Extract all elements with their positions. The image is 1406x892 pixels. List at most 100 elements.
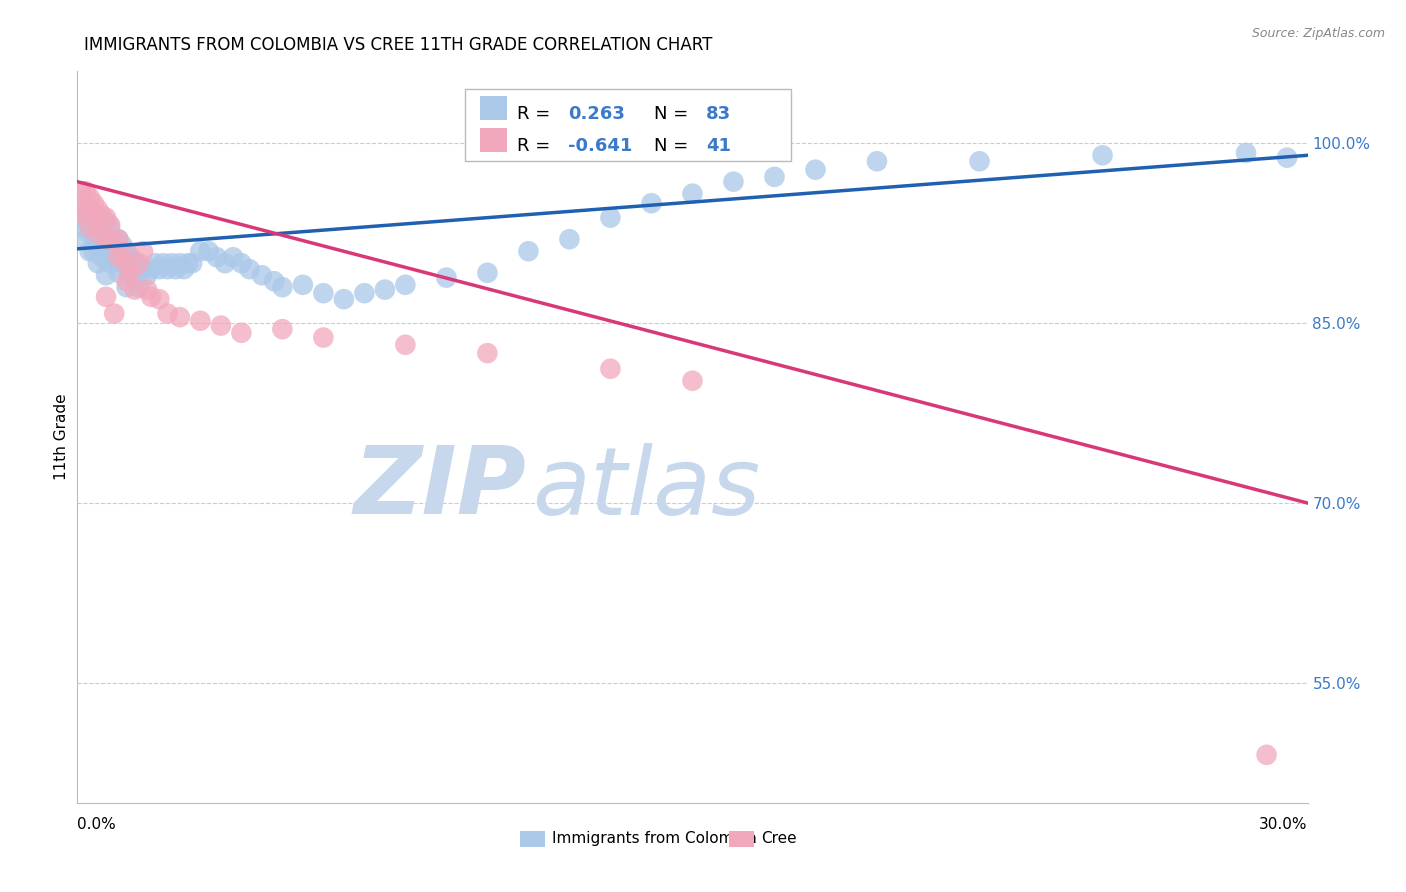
Point <box>111 238 134 252</box>
Text: 41: 41 <box>706 136 731 154</box>
Text: ZIP: ZIP <box>353 442 526 534</box>
Point <box>115 274 138 288</box>
Point <box>136 268 159 283</box>
Point <box>75 184 97 198</box>
Point <box>197 244 219 259</box>
Text: Source: ZipAtlas.com: Source: ZipAtlas.com <box>1251 27 1385 40</box>
Point <box>87 220 110 235</box>
Point <box>353 286 375 301</box>
Point <box>128 256 150 270</box>
Point <box>682 374 704 388</box>
Point <box>107 232 129 246</box>
Point <box>107 266 129 280</box>
Point <box>723 175 745 189</box>
Point <box>83 208 105 222</box>
Point <box>107 246 129 260</box>
Point <box>94 290 117 304</box>
Point <box>87 202 110 217</box>
Point <box>394 277 416 292</box>
Point <box>222 250 245 264</box>
Text: R =: R = <box>516 105 555 123</box>
Point <box>103 232 125 246</box>
Point <box>517 244 540 259</box>
Point <box>291 277 314 292</box>
Point <box>90 208 114 222</box>
Point <box>75 208 97 222</box>
Point <box>477 266 499 280</box>
Point <box>804 162 827 177</box>
Point <box>156 307 179 321</box>
Point <box>87 238 110 252</box>
Point <box>79 244 101 259</box>
Point <box>436 270 458 285</box>
Text: R =: R = <box>516 136 555 154</box>
Point <box>169 256 191 270</box>
Point <box>866 154 889 169</box>
Point <box>682 186 704 201</box>
Point <box>79 214 101 228</box>
Point <box>148 262 170 277</box>
Point <box>599 211 621 225</box>
Point <box>374 283 396 297</box>
Point <box>214 256 236 270</box>
Point <box>115 262 138 277</box>
Bar <box>520 830 546 847</box>
Point <box>79 190 101 204</box>
Point <box>263 274 285 288</box>
Point <box>90 220 114 235</box>
Point <box>98 256 121 270</box>
Text: 0.263: 0.263 <box>568 105 626 123</box>
Point <box>70 202 93 217</box>
Bar <box>730 830 754 847</box>
Point <box>1275 151 1298 165</box>
Point <box>1256 747 1278 762</box>
Point <box>87 226 110 240</box>
Point <box>120 266 142 280</box>
Point <box>1234 145 1257 160</box>
Point <box>94 268 117 283</box>
Point <box>394 337 416 351</box>
Point <box>83 244 105 259</box>
Point <box>640 196 662 211</box>
Text: -0.641: -0.641 <box>568 136 633 154</box>
Point <box>83 208 105 222</box>
Point <box>231 326 253 340</box>
Point <box>558 232 581 246</box>
Text: N =: N = <box>654 105 695 123</box>
Point <box>250 268 273 283</box>
Point <box>79 202 101 217</box>
Point <box>209 318 232 333</box>
Point <box>70 184 93 198</box>
Point <box>94 232 117 246</box>
Point <box>333 292 356 306</box>
Point <box>70 220 93 235</box>
Point <box>312 330 335 344</box>
Y-axis label: 11th Grade: 11th Grade <box>53 393 69 481</box>
Point <box>70 202 93 217</box>
Point <box>132 262 155 277</box>
Text: atlas: atlas <box>533 442 761 533</box>
Text: IMMIGRANTS FROM COLOMBIA VS CREE 11TH GRADE CORRELATION CHART: IMMIGRANTS FROM COLOMBIA VS CREE 11TH GR… <box>84 36 713 54</box>
FancyBboxPatch shape <box>465 89 792 161</box>
Point <box>94 232 117 246</box>
Text: 0.0%: 0.0% <box>77 817 117 832</box>
Point <box>111 244 134 259</box>
Point <box>94 214 117 228</box>
Point <box>79 226 101 240</box>
Point <box>477 346 499 360</box>
Point <box>75 232 97 246</box>
Point <box>1091 148 1114 162</box>
Point <box>141 262 163 277</box>
Text: Cree: Cree <box>762 831 797 847</box>
Point <box>599 361 621 376</box>
Point <box>79 220 101 235</box>
Point <box>83 196 105 211</box>
Point <box>231 256 253 270</box>
Point <box>111 256 134 270</box>
Point <box>98 218 121 232</box>
Point <box>312 286 335 301</box>
Point <box>103 307 125 321</box>
Point <box>160 256 183 270</box>
Point <box>173 262 195 277</box>
Point <box>969 154 991 169</box>
